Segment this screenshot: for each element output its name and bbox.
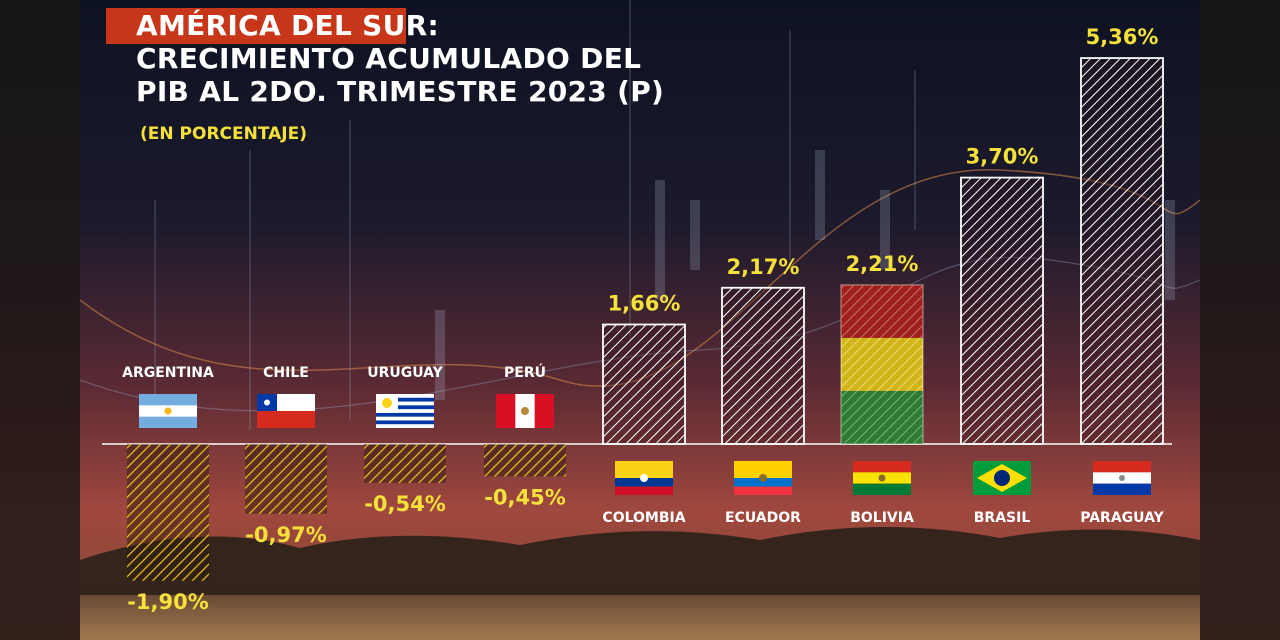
country-label-colombia: COLOMBIA (602, 510, 685, 526)
country-label-ecuador: ECUADOR (725, 510, 801, 526)
value-label-brasil: 3,70% (966, 145, 1039, 169)
bar-bolivia (840, 284, 924, 445)
country-label-peru: PERÚ (504, 363, 546, 381)
chile-flag (257, 394, 315, 428)
chart-title-line-3: PIB AL 2DO. TRIMESTRE 2023 (P) (136, 75, 665, 108)
chart-title-line-2: CRECIMIENTO ACUMULADO DEL (136, 42, 642, 75)
country-label-argentina: ARGENTINA (122, 365, 214, 381)
bar-ecuador (721, 286, 805, 445)
bar-colombia (602, 323, 686, 445)
value-label-paraguay: 5,36% (1086, 25, 1159, 49)
value-label-chile: -0,97% (245, 523, 327, 547)
bar-paraguay (1080, 57, 1164, 445)
ecuador-flag (734, 461, 792, 495)
value-label-ecuador: 2,17% (727, 255, 800, 279)
bar-chile (245, 444, 327, 514)
value-label-bolivia: 2,21% (846, 252, 919, 276)
chart-title-line-1: AMÉRICA DEL SUR: (136, 9, 440, 42)
chart-subtitle: (EN PORCENTAJE) (140, 124, 307, 144)
title-highlight (106, 8, 406, 44)
uruguay-flag (376, 394, 434, 428)
value-label-peru: -0,45% (484, 485, 566, 509)
bar-brasil (960, 176, 1044, 445)
colombia-flag (615, 461, 673, 495)
argentina-flag (139, 394, 197, 428)
peru-flag (496, 394, 554, 428)
brazil-flag (973, 461, 1031, 495)
bar-peru (484, 444, 566, 477)
value-label-argentina: -1,90% (127, 590, 209, 614)
paraguay-flag (1093, 461, 1151, 495)
bolivia-flag (853, 461, 911, 495)
bar-argentina (127, 444, 209, 581)
value-label-uruguay: -0,54% (364, 492, 446, 516)
country-label-paraguay: PARAGUAY (1080, 510, 1164, 526)
bar-uruguay (364, 444, 446, 483)
country-label-uruguay: URUGUAY (367, 365, 443, 381)
country-label-chile: CHILE (263, 365, 309, 381)
value-label-colombia: 1,66% (608, 291, 681, 315)
country-label-bolivia: BOLIVIA (850, 510, 914, 526)
country-label-brasil: BRASIL (974, 510, 1031, 526)
